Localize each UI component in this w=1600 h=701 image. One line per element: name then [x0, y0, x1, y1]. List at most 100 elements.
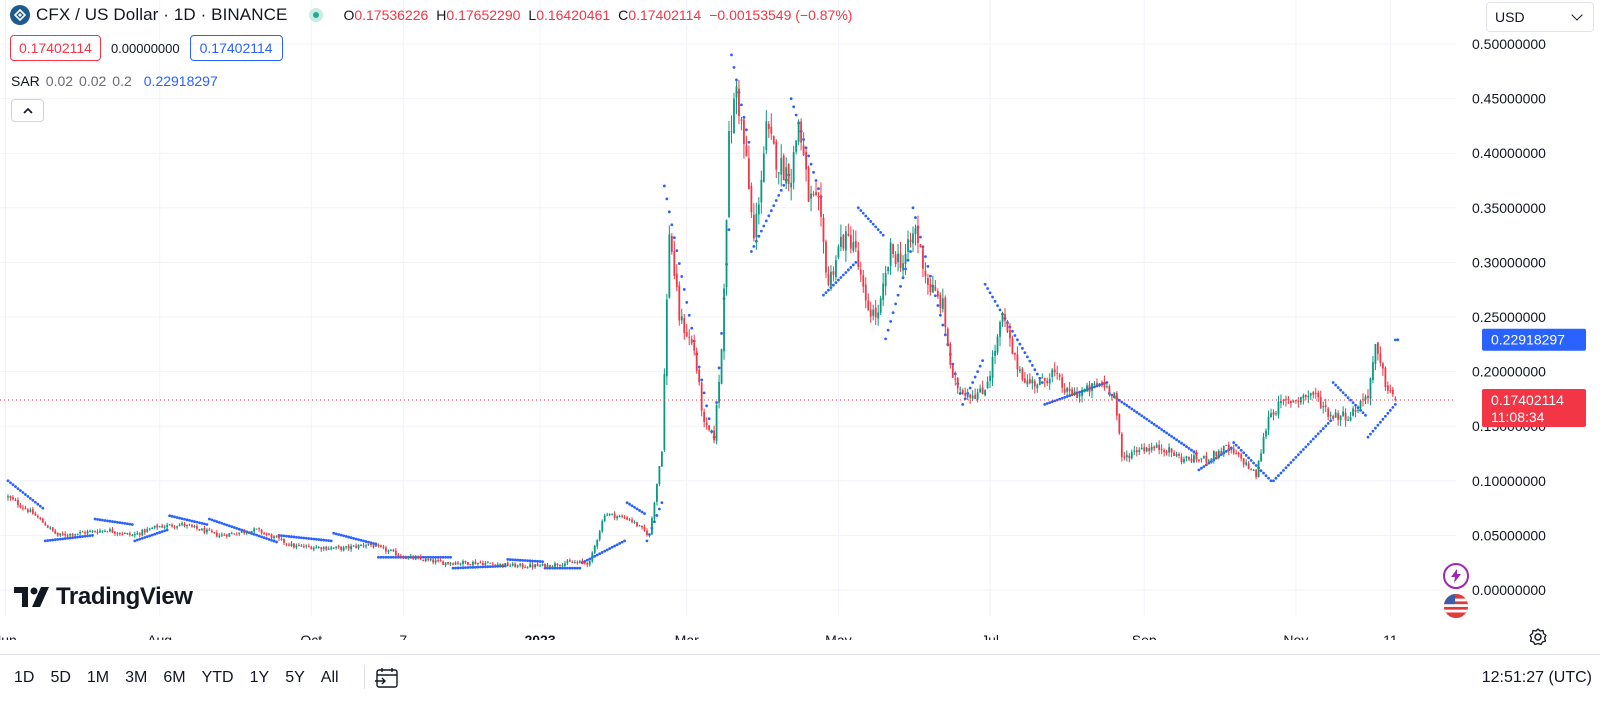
- price-chart[interactable]: 0.50000000 0.45000000 0.40000000 0.35000000…: [0, 0, 1600, 640]
- candle-body: [623, 517, 626, 519]
- collapse-legend-button[interactable]: [11, 99, 44, 122]
- sar-legend[interactable]: SAR 0.02 0.02 0.2 0.22918297: [11, 73, 218, 89]
- candle-body: [347, 545, 350, 549]
- range-3m-button[interactable]: 3M: [125, 669, 148, 686]
- go-to-date-icon[interactable]: [374, 666, 400, 690]
- candle-body: [544, 563, 546, 568]
- lightning-icon[interactable]: [1443, 563, 1469, 589]
- sar-dot: [217, 521, 221, 524]
- candle-body: [1240, 454, 1243, 459]
- candle-body: [1270, 413, 1272, 418]
- cfx-logo-icon: [10, 5, 30, 25]
- sar-dot: [998, 308, 1002, 312]
- currency-select[interactable]: USD: [1486, 2, 1594, 32]
- candle-body: [188, 524, 191, 526]
- range-ytd-button[interactable]: YTD: [201, 669, 234, 686]
- sar-dot: [1162, 429, 1166, 433]
- candle-body: [1337, 413, 1340, 420]
- sar-dot: [33, 500, 37, 504]
- candle-body: [1255, 469, 1257, 478]
- range-5d-button[interactable]: 5D: [50, 669, 71, 686]
- candle-body: [118, 533, 121, 535]
- sar-dot: [610, 545, 614, 549]
- sar-dot: [1050, 400, 1054, 404]
- candle-body: [1185, 456, 1188, 459]
- sar-dot: [769, 209, 773, 213]
- us-flag-icon[interactable]: [1443, 593, 1469, 619]
- candle-body: [1381, 363, 1384, 369]
- candle-body: [775, 141, 778, 170]
- candle-body: [238, 532, 241, 535]
- buy-price-button[interactable]: 0.17402114: [189, 35, 283, 61]
- sar-dot: [1130, 407, 1134, 411]
- sar-dot: [1279, 471, 1283, 475]
- sar-dot: [1316, 432, 1320, 436]
- sar-dot: [702, 391, 706, 395]
- candle-body: [1377, 342, 1379, 354]
- tradingview-logo[interactable]: TradingView: [14, 583, 193, 611]
- candle-body: [161, 525, 164, 528]
- candle-body: [792, 152, 795, 183]
- candle-body: [872, 309, 875, 316]
- symbol-title[interactable]: CFX / US Dollar · 1D · BINANCE: [36, 5, 288, 24]
- candle-body: [496, 564, 499, 566]
- range-6m-button[interactable]: 6M: [163, 669, 186, 686]
- sar-dot: [914, 216, 917, 219]
- sar-dot: [382, 555, 385, 559]
- range-all-button[interactable]: All: [320, 669, 339, 686]
- candle-body: [573, 562, 576, 564]
- candle-body: [680, 316, 683, 321]
- candle-body: [76, 533, 79, 535]
- candle-body: [598, 531, 601, 540]
- sar-dot: [347, 535, 351, 539]
- range-5y-button[interactable]: 5Y: [285, 669, 305, 686]
- sell-price-button[interactable]: 0.17402114: [10, 35, 101, 61]
- candle-body: [996, 336, 999, 353]
- sar-dot: [275, 540, 278, 544]
- range-1m-button[interactable]: 1M: [86, 669, 110, 686]
- candle-body: [1038, 379, 1041, 386]
- range-1d-button[interactable]: 1D: [14, 669, 35, 686]
- y-tick-label: 0.45000000: [1472, 91, 1546, 107]
- sar-dot: [869, 220, 873, 223]
- candle-body: [131, 535, 134, 537]
- candle-body: [360, 545, 362, 547]
- utc-clock[interactable]: 12:51:27 (UTC): [1481, 669, 1592, 686]
- sar-dot: [951, 362, 955, 366]
- candle-body: [1078, 394, 1081, 397]
- sar-dot: [682, 288, 686, 291]
- candle-body: [295, 545, 298, 548]
- sar-dot: [282, 534, 286, 538]
- candle-body: [288, 544, 290, 546]
- candle-body: [317, 546, 320, 548]
- candle-body: [1215, 451, 1218, 457]
- sar-dot: [1269, 479, 1273, 483]
- sar-dot: [58, 537, 62, 541]
- candle-body: [484, 562, 487, 565]
- gear-icon[interactable]: [1528, 627, 1548, 647]
- sar-dot: [938, 313, 942, 317]
- candle-body: [576, 562, 579, 564]
- candle-body: [327, 548, 330, 550]
- sar-dot: [988, 291, 992, 295]
- sar-dot: [690, 326, 694, 330]
- x-tick-label: Mar: [675, 632, 699, 640]
- candle-body: [183, 523, 186, 526]
- sar-dot: [391, 555, 395, 559]
- candle-body: [1317, 392, 1320, 398]
- sar-dot: [1277, 474, 1280, 477]
- chart-area[interactable]: 0.50000000 0.45000000 0.40000000 0.35000000…: [0, 0, 1600, 646]
- candle-body: [810, 193, 812, 199]
- candle-body: [143, 529, 146, 533]
- sar-dot: [1120, 400, 1124, 404]
- candle-body: [46, 525, 49, 528]
- range-1y-button[interactable]: 1Y: [249, 669, 270, 686]
- candle-body: [564, 563, 566, 566]
- candle-body: [1339, 415, 1342, 421]
- sar-dot: [359, 538, 363, 542]
- sar-dot: [436, 555, 440, 559]
- sar-dot: [178, 516, 181, 520]
- sar-dot: [866, 217, 870, 221]
- sar-dot: [1282, 468, 1285, 472]
